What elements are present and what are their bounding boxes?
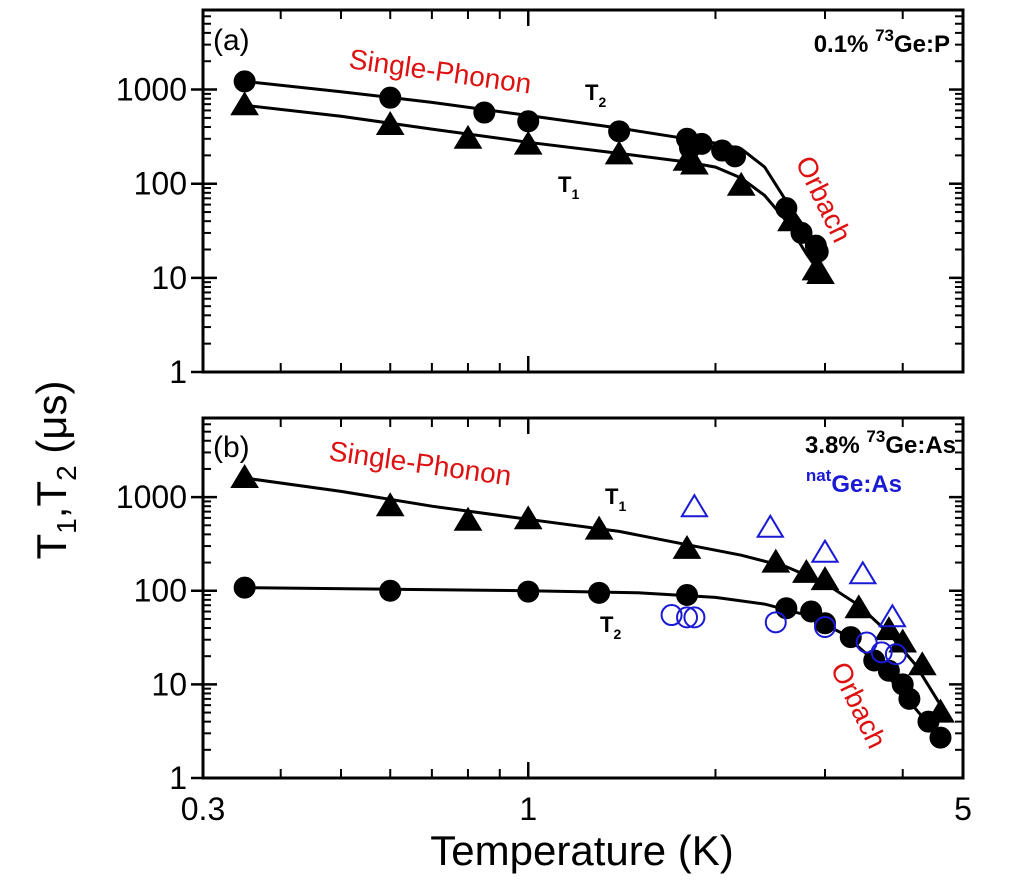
y-tick-label: 10 xyxy=(151,666,187,702)
y-tick-label: 100 xyxy=(134,166,187,202)
panel-b-frame xyxy=(201,416,965,780)
fit-line-t2 xyxy=(244,586,942,741)
panel-a-frame xyxy=(201,8,965,374)
data-point-t1 xyxy=(453,506,483,531)
data-point-t2 xyxy=(379,86,402,109)
data-point-natge-as-t2 xyxy=(683,606,706,629)
data-point-t2 xyxy=(608,120,631,143)
data-point-t1 xyxy=(375,111,405,135)
data-point-t2 xyxy=(379,579,402,602)
data-point-t1 xyxy=(777,207,806,232)
data-point-t2 xyxy=(473,101,496,124)
data-point-t2 xyxy=(898,687,921,710)
data-point-natge-as-t2 xyxy=(660,604,683,627)
panel-b-nat-sample-label: natGe:As xyxy=(806,466,902,498)
data-point-t1 xyxy=(375,492,405,517)
data-point-t2 xyxy=(517,580,540,603)
data-point-t1 xyxy=(810,566,840,591)
panel-b-label: (b) xyxy=(213,431,250,464)
data-point-t2 xyxy=(233,576,256,599)
data-point-t1 xyxy=(604,140,634,165)
y-tick-label: 1 xyxy=(169,760,187,796)
data-point-t2 xyxy=(233,70,256,93)
data-point-t1 xyxy=(230,464,259,488)
y-tick-label: 1000 xyxy=(116,72,187,108)
data-point-t1 xyxy=(844,594,874,619)
panel-a-sample-label: 0.1% 73Ge:P xyxy=(814,26,950,58)
data-point-natge-as-t2 xyxy=(764,611,787,634)
t2-label-a: T2 xyxy=(585,80,606,110)
single-phonon-label-b: Single-Phonon xyxy=(327,435,513,491)
data-point-natge-as-t1 xyxy=(878,603,907,628)
data-point-natge-as-t2 xyxy=(870,641,893,664)
data-point-natge-as-t2 xyxy=(676,606,699,629)
data-point-t1 xyxy=(513,130,543,155)
data-point-t1 xyxy=(726,171,756,196)
data-point-t1 xyxy=(513,505,543,530)
data-point-natge-as-t2 xyxy=(855,631,878,654)
data-point-t1 xyxy=(874,616,904,641)
data-point-t2 xyxy=(724,145,747,168)
data-point-t2 xyxy=(517,110,540,133)
x-tick-label: 1 xyxy=(519,791,537,827)
data-point-t2 xyxy=(676,584,699,607)
data-point-t1 xyxy=(672,534,702,559)
t1-label-b: T1 xyxy=(605,484,626,514)
data-point-t1 xyxy=(792,558,821,583)
data-point-t2 xyxy=(800,600,823,623)
panel-a: (a) 0.1% 73Ge:P Single-Phonon Orbach T2 … xyxy=(116,8,965,390)
data-point-t2 xyxy=(588,581,611,604)
y-tick-label: 1000 xyxy=(116,479,187,515)
data-point-t2 xyxy=(929,726,952,749)
data-point-natge-as-t1 xyxy=(848,560,878,585)
y-tick-label: 1 xyxy=(169,354,187,390)
t1-label-a: T1 xyxy=(558,172,579,202)
x-axis-label: Temperature (K) xyxy=(430,827,733,874)
data-point-t1 xyxy=(230,91,259,116)
data-point-natge-as-t1 xyxy=(810,538,840,563)
x-tick-label: 5 xyxy=(954,791,972,827)
t2-label-b: T2 xyxy=(600,612,621,642)
data-point-t1 xyxy=(680,150,709,175)
data-point-t1 xyxy=(806,260,835,284)
data-point-t1 xyxy=(907,651,937,676)
data-point-t2 xyxy=(806,240,829,263)
data-point-t1 xyxy=(453,124,483,149)
data-point-natge-as-t2 xyxy=(884,643,907,666)
data-point-t2 xyxy=(690,132,713,155)
panel-a-label: (a) xyxy=(213,24,250,57)
data-point-t2 xyxy=(917,710,940,733)
data-point-natge-as-t1 xyxy=(680,493,709,518)
x-tick-label: 0.3 xyxy=(181,791,225,827)
y-axis-label: T1,T2 (μs) xyxy=(28,381,82,560)
data-point-t2 xyxy=(775,597,798,620)
y-tick-label: 10 xyxy=(151,260,187,296)
data-point-natge-as-t1 xyxy=(755,513,785,538)
data-point-natge-as-t2 xyxy=(814,616,837,639)
panel-b: (b) 3.8% 73Ge:As natGe:As Single-Phonon … xyxy=(116,416,972,827)
data-point-t1 xyxy=(761,548,791,573)
single-phonon-label-a: Single-Phonon xyxy=(347,43,533,99)
y-tick-label: 100 xyxy=(134,573,187,609)
panel-b-sample-label: 3.8% 73Ge:As xyxy=(805,427,956,459)
data-point-t1 xyxy=(888,628,918,653)
data-point-t1 xyxy=(584,515,614,540)
